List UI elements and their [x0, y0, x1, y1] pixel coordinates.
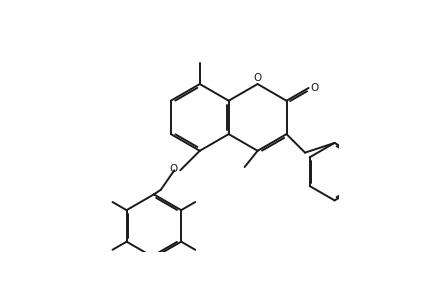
Text: O: O: [311, 83, 319, 93]
Text: O: O: [253, 73, 262, 83]
Text: O: O: [169, 164, 178, 174]
